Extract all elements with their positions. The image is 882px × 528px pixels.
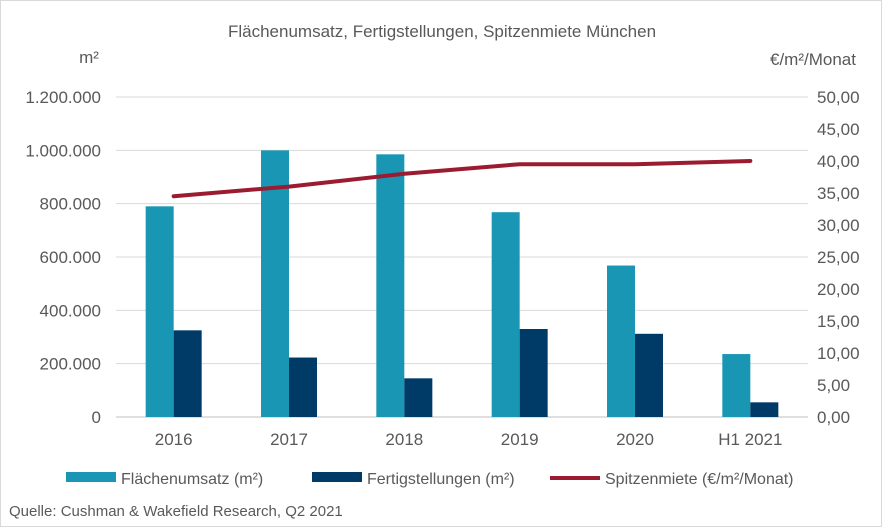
- right-axis-unit: €/m²/Monat: [770, 50, 856, 69]
- left-tick-label: 400.000: [40, 301, 101, 320]
- category-labels: 2016 2017 2018 2019 2020 H1 2021: [155, 430, 783, 449]
- left-tick-label: 600.000: [40, 248, 101, 267]
- category-label: 2019: [501, 430, 539, 449]
- right-tick-label: 25,00: [817, 248, 860, 267]
- legend-label-fertigstellungen: Fertigstellungen (m²): [367, 471, 515, 488]
- right-tick-label: 35,00: [817, 184, 860, 203]
- left-tick-label: 1.200.000: [25, 88, 101, 107]
- right-tick-label: 15,00: [817, 312, 860, 331]
- legend-swatch-flaechenumsatz: [66, 472, 116, 482]
- category-label: 2017: [270, 430, 308, 449]
- right-tick-label: 50,00: [817, 88, 860, 107]
- legend-swatch-fertigstellungen: [312, 472, 362, 482]
- bar-flaechenumsatz: [491, 212, 520, 417]
- category-label: 2016: [155, 430, 193, 449]
- category-label: 2018: [385, 430, 423, 449]
- line-series: [171, 159, 753, 199]
- bar-fertigstellungen: [289, 357, 317, 417]
- bar-series: [145, 150, 779, 418]
- source-note: Quelle: Cushman & Wakefield Research, Q2…: [9, 503, 343, 520]
- bar-flaechenumsatz: [722, 354, 751, 417]
- bar-flaechenumsatz: [261, 150, 289, 418]
- left-axis-ticks: 0 200.000 400.000 600.000 800.000 1.000.000 1.…: [25, 88, 101, 427]
- bar-fertigstellungen: [750, 402, 779, 417]
- line-spitzenmiete: [171, 159, 753, 199]
- left-tick-label: 800.000: [40, 195, 101, 214]
- right-tick-label: 5,00: [817, 376, 850, 395]
- right-axis-ticks: 0,00 5,00 10,00 15,00 20,00 25,00 30,00 35,00 40…: [817, 88, 860, 427]
- legend-label-spitzenmiete: Spitzenmiete (€/m²/Monat): [605, 471, 794, 488]
- right-tick-label: 45,00: [817, 120, 860, 139]
- legend-label-flaechenumsatz: Flächenumsatz (m²): [121, 471, 263, 488]
- bar-fertigstellungen: [173, 330, 202, 417]
- right-tick-label: 20,00: [817, 280, 860, 299]
- legend: Flächenumsatz (m²) Fertigstellungen (m²)…: [66, 471, 794, 488]
- right-tick-label: 40,00: [817, 152, 860, 171]
- left-tick-label: 1.000.000: [25, 141, 101, 160]
- category-label: 2020: [616, 430, 654, 449]
- bar-flaechenumsatz: [376, 154, 405, 418]
- chart-title: Flächenumsatz, Fertigstellungen, Spitzen…: [228, 22, 656, 41]
- left-axis-unit: m²: [79, 48, 99, 67]
- right-tick-label: 10,00: [817, 344, 860, 363]
- left-tick-label: 0: [92, 408, 101, 427]
- gridlines: [116, 96, 808, 418]
- right-tick-label: 0,00: [817, 408, 850, 427]
- bar-fertigstellungen: [635, 333, 663, 417]
- bar-fertigstellungen: [519, 329, 548, 417]
- bar-fertigstellungen: [404, 378, 433, 417]
- bar-flaechenumsatz: [607, 265, 635, 417]
- right-tick-label: 30,00: [817, 216, 860, 235]
- category-label: H1 2021: [718, 430, 782, 449]
- bar-flaechenumsatz: [145, 206, 174, 417]
- left-tick-label: 200.000: [40, 355, 101, 374]
